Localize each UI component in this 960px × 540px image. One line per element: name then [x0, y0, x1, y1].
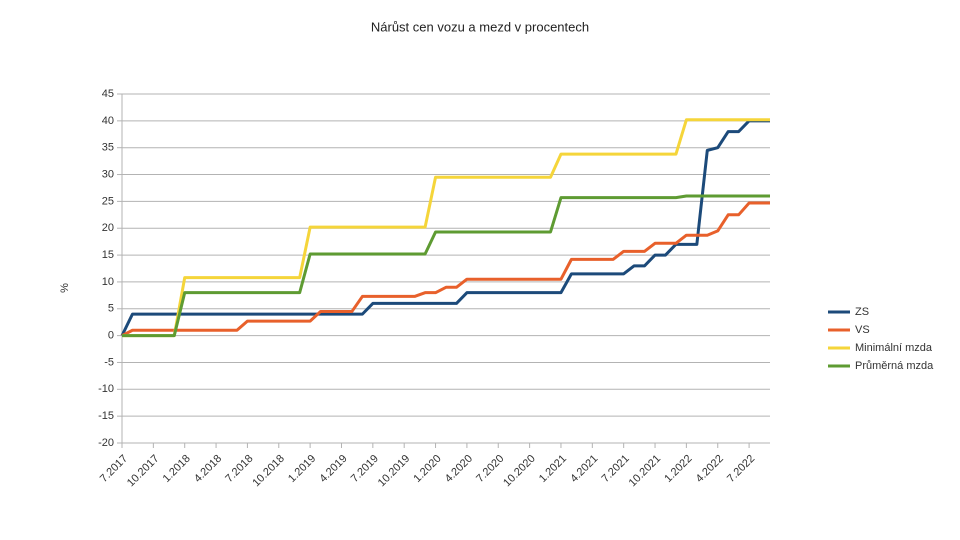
series-line	[122, 194, 770, 338]
x-tick-label: 10.2017	[125, 453, 162, 490]
y-tick-label: 15	[102, 249, 114, 261]
y-tick-label: -5	[104, 356, 114, 368]
legend-label: VS	[855, 324, 870, 336]
x-tick-label: 10.2019	[376, 453, 413, 490]
y-tick-label: 30	[102, 168, 114, 180]
legend-label: Minimální mzda	[855, 342, 933, 354]
y-tick-label: 35	[102, 142, 114, 154]
x-tick-label: 1.2020	[411, 453, 443, 485]
legend-label: ZS	[855, 306, 869, 318]
series-line	[121, 201, 770, 337]
x-tick-label: 7.2022	[725, 453, 757, 485]
x-tick-label: 1.2019	[286, 453, 318, 485]
y-tick-label: -20	[98, 437, 114, 449]
series-line	[120, 119, 770, 337]
y-tick-label: -15	[98, 410, 114, 422]
x-tick-label: 10.2018	[250, 453, 287, 490]
y-tick-label: 10	[102, 276, 114, 288]
x-tick-label: 4.2022	[694, 453, 726, 485]
x-tick-label: 1.2022	[662, 453, 694, 485]
y-tick-label: 5	[108, 303, 114, 315]
y-tick-label: 25	[102, 195, 114, 207]
x-tick-label: 1.2018	[161, 453, 193, 485]
x-tick-label: 10.2020	[501, 453, 538, 490]
x-tick-label: 4.2018	[192, 453, 224, 485]
legend-label: Průměrná mzda	[855, 360, 934, 372]
y-tick-label: -10	[98, 383, 114, 395]
x-tick-label: 4.2020	[443, 453, 475, 485]
x-tick-label: 4.2019	[317, 453, 349, 485]
x-tick-label: 10.2021	[627, 453, 664, 490]
x-tick-label: 1.2021	[537, 453, 569, 485]
y-tick-label: 45	[102, 88, 114, 100]
chart-title: Nárůst cen vozu a mezd v procentech	[371, 19, 589, 34]
y-tick-label: 40	[102, 115, 114, 127]
x-tick-label: 4.2021	[568, 453, 600, 485]
y-tick-label: 20	[102, 222, 114, 234]
y-axis-label: %	[59, 283, 71, 293]
series-line	[122, 118, 770, 338]
y-tick-label: 0	[108, 330, 114, 342]
